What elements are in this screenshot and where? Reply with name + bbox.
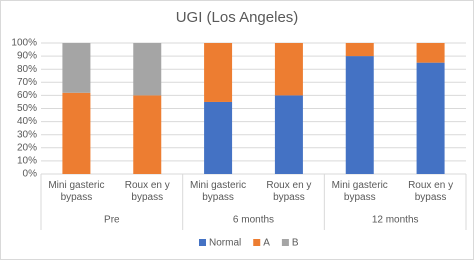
y-tick-label: 70% [17, 77, 37, 88]
bar-segment [416, 43, 445, 63]
y-tick-label: 20% [17, 142, 37, 153]
x-tick-label: Roux en y bypass [266, 180, 312, 203]
y-tick-label: 80% [17, 64, 37, 75]
bar-segment [345, 43, 374, 57]
y-tick-label: 60% [17, 90, 37, 101]
bar-segment [62, 92, 91, 174]
x-tick-label: Mini gasteric bypass [331, 180, 388, 203]
chart-title: UGI (Los Angeles) [176, 9, 299, 26]
legend-swatch [281, 239, 289, 246]
y-tick-label: 0% [23, 169, 38, 180]
bar-segment [133, 43, 162, 96]
bar-segment [133, 95, 162, 174]
y-tick-label: 10% [17, 156, 37, 167]
y-tick-label: 100% [11, 38, 37, 49]
bar-segment [274, 95, 303, 174]
y-tick-label: 30% [17, 129, 37, 140]
group-label: 6 months [233, 215, 274, 226]
bar-segment [345, 56, 374, 174]
x-tick-label: Mini gasteric bypass [48, 180, 105, 203]
bar-segment [62, 43, 91, 93]
bar-segment [274, 43, 303, 96]
bar-segment [416, 62, 445, 174]
legend-label: A [263, 238, 270, 249]
legend-label: Normal [209, 238, 241, 249]
group-label: Pre [104, 215, 120, 226]
bar-segment [204, 101, 233, 174]
legend-swatch [253, 239, 261, 246]
y-tick-label: 90% [17, 51, 37, 62]
y-tick-label: 50% [17, 103, 37, 114]
x-tick-label: Mini gasteric bypass [190, 180, 247, 203]
legend-label: B [292, 238, 299, 249]
x-tick-label: Roux en y bypass [124, 180, 170, 203]
x-tick-label: Roux en y bypass [408, 180, 454, 203]
group-label: 12 months [372, 215, 419, 226]
legend-swatch [199, 239, 206, 246]
y-tick-label: 40% [17, 116, 37, 127]
bar-segment [204, 43, 233, 102]
